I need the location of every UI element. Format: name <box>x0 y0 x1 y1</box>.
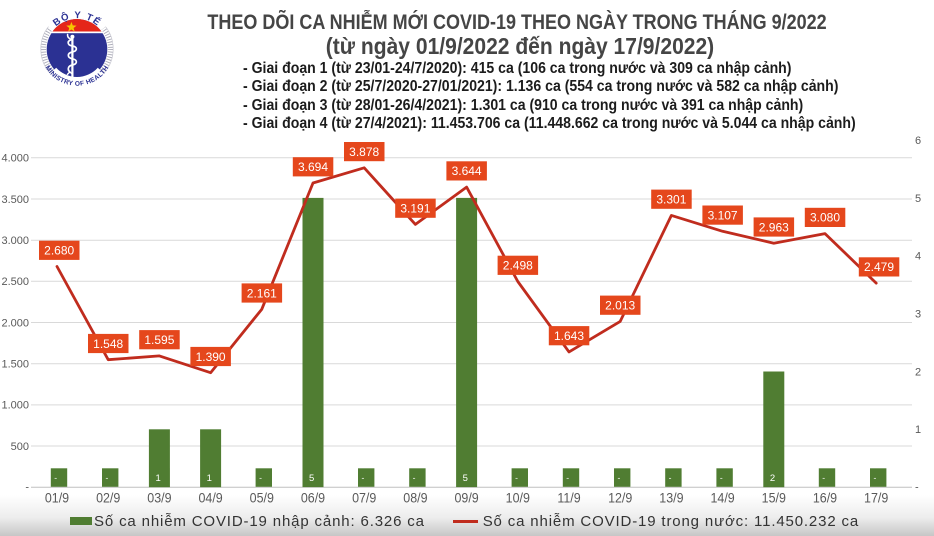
svg-text:-: - <box>361 473 364 483</box>
svg-text:1.000: 1.000 <box>1 400 29 412</box>
svg-text:2.161: 2.161 <box>247 286 277 300</box>
svg-text:1: 1 <box>915 424 921 436</box>
svg-text:1.643: 1.643 <box>554 329 584 343</box>
svg-text:16/9: 16/9 <box>813 490 837 506</box>
svg-text:1: 1 <box>207 473 212 484</box>
svg-text:3.878: 3.878 <box>349 145 379 159</box>
svg-text:02/9: 02/9 <box>96 490 120 506</box>
svg-text:4: 4 <box>915 251 921 263</box>
svg-text:3.301: 3.301 <box>656 193 686 207</box>
svg-text:12/9: 12/9 <box>608 490 632 506</box>
svg-text:09/9: 09/9 <box>454 490 478 506</box>
svg-text:1.500: 1.500 <box>1 359 29 371</box>
svg-text:500: 500 <box>11 441 29 453</box>
svg-text:-: - <box>54 473 57 483</box>
svg-text:3.694: 3.694 <box>298 160 328 174</box>
svg-text:5: 5 <box>915 193 921 205</box>
svg-text:2.500: 2.500 <box>1 276 29 288</box>
svg-text:2.498: 2.498 <box>503 259 533 273</box>
svg-text:-: - <box>669 473 672 483</box>
svg-text:14/9: 14/9 <box>710 490 734 506</box>
svg-text:03/9: 03/9 <box>147 490 171 506</box>
svg-text:2.000: 2.000 <box>1 317 29 329</box>
svg-text:-: - <box>720 473 723 483</box>
svg-text:-: - <box>105 473 108 483</box>
svg-text:15/9: 15/9 <box>762 490 786 506</box>
svg-text:1.595: 1.595 <box>144 333 174 347</box>
svg-text:2.013: 2.013 <box>605 299 635 313</box>
svg-text:2: 2 <box>770 473 775 484</box>
svg-text:5: 5 <box>309 473 314 484</box>
svg-text:13/9: 13/9 <box>659 490 683 506</box>
svg-text:3.644: 3.644 <box>452 164 482 178</box>
svg-text:3.080: 3.080 <box>810 211 840 225</box>
svg-text:05/9: 05/9 <box>250 490 274 506</box>
svg-text:3: 3 <box>915 309 921 321</box>
svg-text:3.191: 3.191 <box>400 202 430 216</box>
svg-text:3.500: 3.500 <box>1 194 29 206</box>
svg-text:06/9: 06/9 <box>301 490 325 506</box>
svg-text:5: 5 <box>463 473 468 484</box>
svg-text:2.963: 2.963 <box>759 220 789 234</box>
svg-text:-: - <box>617 473 620 483</box>
svg-text:2.479: 2.479 <box>864 260 894 274</box>
svg-text:4.000: 4.000 <box>1 153 29 165</box>
svg-text:04/9: 04/9 <box>198 490 222 506</box>
svg-text:1.548: 1.548 <box>93 337 123 351</box>
svg-text:6: 6 <box>915 135 921 147</box>
svg-text:-: - <box>25 481 29 493</box>
svg-text:-: - <box>413 473 416 483</box>
svg-text:-: - <box>566 473 569 483</box>
svg-text:17/9: 17/9 <box>864 490 888 506</box>
svg-text:-: - <box>915 481 919 493</box>
svg-text:-: - <box>822 473 825 483</box>
svg-text:-: - <box>259 473 262 483</box>
svg-text:1: 1 <box>155 473 160 484</box>
svg-text:-: - <box>515 473 518 483</box>
svg-text:3.000: 3.000 <box>1 235 29 247</box>
svg-text:11/9: 11/9 <box>557 490 580 506</box>
svg-text:1.390: 1.390 <box>196 350 226 364</box>
svg-text:10/9: 10/9 <box>506 490 530 506</box>
svg-text:-: - <box>873 473 876 483</box>
svg-text:3.107: 3.107 <box>708 208 738 222</box>
svg-text:08/9: 08/9 <box>403 490 427 506</box>
svg-text:01/9: 01/9 <box>45 490 69 506</box>
svg-text:07/9: 07/9 <box>352 490 376 506</box>
svg-text:2: 2 <box>915 366 921 378</box>
svg-text:2.680: 2.680 <box>44 244 74 258</box>
